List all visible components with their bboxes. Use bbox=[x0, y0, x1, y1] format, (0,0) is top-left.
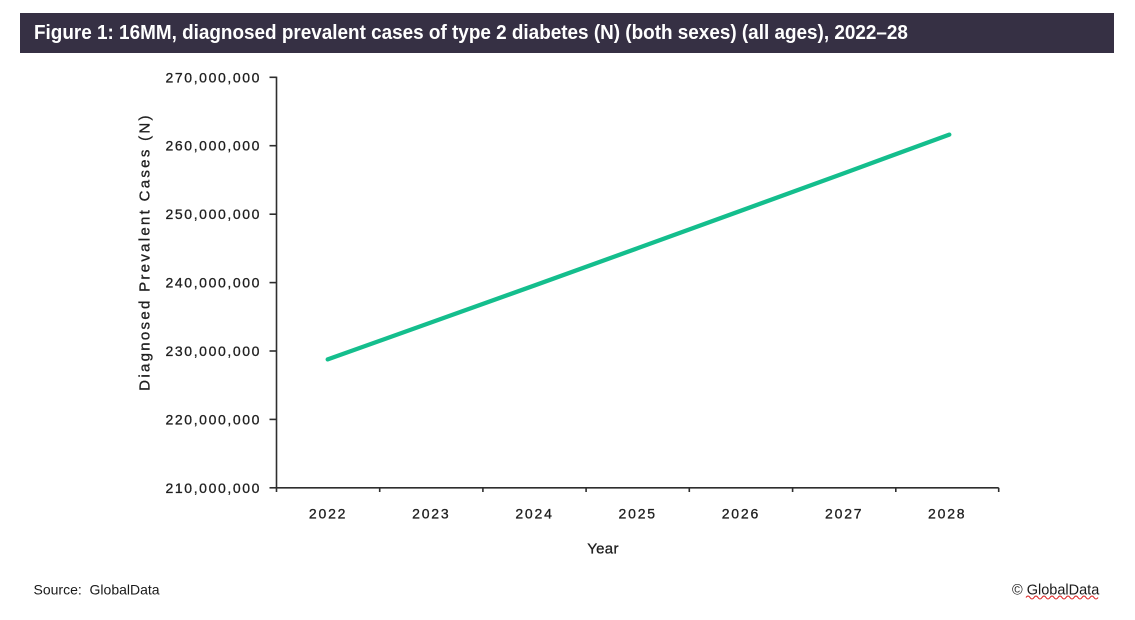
svg-text:2027: 2027 bbox=[825, 505, 863, 521]
svg-text:2028: 2028 bbox=[928, 505, 966, 521]
svg-text:2026: 2026 bbox=[722, 505, 760, 521]
svg-text:2022: 2022 bbox=[309, 505, 347, 521]
svg-text:250,000,000: 250,000,000 bbox=[166, 206, 261, 222]
svg-text:270,000,000: 270,000,000 bbox=[166, 69, 261, 85]
svg-text:2024: 2024 bbox=[515, 505, 553, 521]
svg-text:Diagnosed Prevalent Cases (N): Diagnosed Prevalent Cases (N) bbox=[137, 113, 154, 391]
svg-text:220,000,000: 220,000,000 bbox=[166, 411, 261, 427]
svg-text:Year: Year bbox=[587, 541, 619, 558]
svg-text:230,000,000: 230,000,000 bbox=[166, 343, 261, 359]
svg-text:2023: 2023 bbox=[412, 505, 450, 521]
svg-text:Source: GlobalData: Source: GlobalData bbox=[34, 582, 160, 598]
svg-text:240,000,000: 240,000,000 bbox=[166, 275, 261, 291]
svg-text:210,000,000: 210,000,000 bbox=[166, 480, 261, 496]
svg-text:2025: 2025 bbox=[619, 505, 657, 521]
svg-text:260,000,000: 260,000,000 bbox=[166, 138, 261, 154]
svg-text:© GlobalData: © GlobalData bbox=[1012, 583, 1100, 599]
